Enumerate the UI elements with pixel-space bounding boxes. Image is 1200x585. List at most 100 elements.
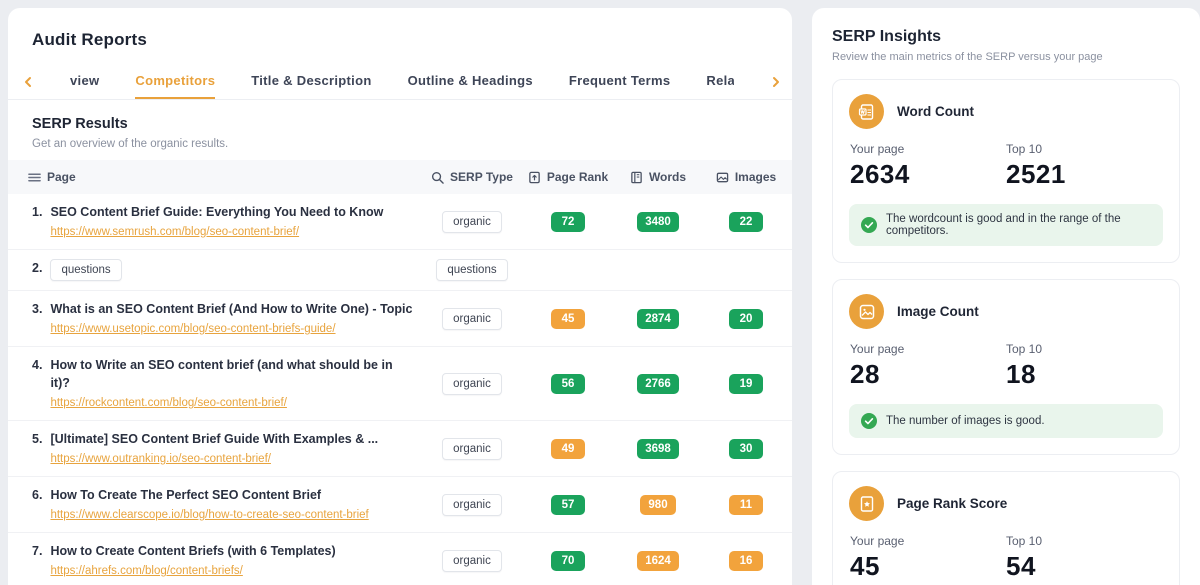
page-cell: 1. SEO Content Brief Guide: Everything Y… [8, 194, 424, 249]
top10-value: 18 [1006, 359, 1162, 390]
book-icon [630, 171, 643, 184]
result-title[interactable]: How to Write an SEO content brief (and w… [50, 358, 392, 390]
serp-table-body: 1. SEO Content Brief Guide: Everything Y… [8, 194, 792, 585]
page-cell-content: [Ultimate] SEO Content Brief Guide With … [50, 430, 378, 467]
images-badge: 11 [729, 495, 763, 515]
images-badge: 22 [729, 212, 763, 232]
insight-card-title: Word Count [897, 104, 974, 119]
words-badge: 980 [640, 495, 675, 515]
page-cell: 2. questions [8, 250, 424, 290]
status-notice-text: The wordcount is good and in the range o… [886, 213, 1151, 237]
top10-value: 54 [1006, 551, 1162, 582]
images-badge: 20 [729, 309, 763, 329]
page-cell-content: How to Write an SEO content brief (and w… [50, 356, 414, 411]
column-header-page-rank[interactable]: Page Rank [520, 170, 616, 184]
table-row: 2. questions questions [8, 250, 792, 291]
result-url-link[interactable]: https://www.clearscope.io/blog/how-to-cr… [50, 509, 368, 521]
serp-type-chip: organic [442, 308, 502, 330]
panel-title: Audit Reports [8, 8, 792, 64]
result-url-link[interactable]: https://www.semrush.com/blog/seo-content… [50, 226, 299, 238]
tab-view[interactable]: view [70, 64, 99, 99]
status-notice-text: The number of images is good. [886, 415, 1045, 427]
result-title[interactable]: How to Create Content Briefs (with 6 Tem… [50, 544, 335, 558]
your-page-value: 28 [850, 359, 1006, 390]
page-cell: 4. How to Write an SEO content brief (an… [8, 347, 424, 420]
your-page-label: Your page [850, 142, 1006, 156]
result-title[interactable]: How To Create The Perfect SEO Content Br… [50, 488, 321, 502]
status-notice: The wordcount is good and in the range o… [849, 204, 1163, 246]
result-title[interactable]: SEO Content Brief Guide: Everything You … [50, 205, 383, 219]
table-row: 7. How to Create Content Briefs (with 6 … [8, 533, 792, 585]
page: Audit Reports view Competitors Title & Des… [0, 0, 1200, 585]
section-title: SERP Results [32, 116, 768, 132]
words-badge: 3480 [637, 212, 679, 232]
serp-type-chip: organic [442, 494, 502, 516]
insight-card: Word Count Your page 2634 Top 10 2521 Th… [832, 79, 1180, 263]
tabs-scroll-right-icon[interactable] [770, 64, 782, 99]
your-page-label: Your page [850, 534, 1006, 548]
insights-subtitle: Review the main metrics of the SERP vers… [832, 51, 1180, 63]
column-header-words[interactable]: Words [616, 170, 700, 184]
page-rank-badge: 56 [551, 374, 585, 394]
serp-insights-panel: SERP Insights Review the main metrics of… [812, 8, 1200, 585]
result-url-link[interactable]: https://rockcontent.com/blog/seo-content… [50, 397, 287, 409]
table-row: 3. What is an SEO Content Brief (And How… [8, 291, 792, 347]
result-title[interactable]: What is an SEO Content Brief (And How to… [50, 302, 412, 316]
table-row: 6. How To Create The Perfect SEO Content… [8, 477, 792, 533]
rows-icon [28, 171, 41, 184]
insights-title: SERP Insights [832, 28, 1180, 46]
result-url-link[interactable]: https://www.outranking.io/seo-content-br… [50, 453, 271, 465]
tab-related-searches-pa[interactable]: Related Searches & PA [706, 64, 734, 99]
image-count-icon [858, 303, 876, 321]
row-number: 5. [32, 430, 42, 447]
top10-label: Top 10 [1006, 142, 1162, 156]
serp-results-header: SERP Results Get an overview of the orga… [8, 100, 792, 160]
page-rank-badge: 57 [551, 495, 585, 515]
tabs-scroll-left-icon[interactable] [22, 64, 34, 99]
row-number: 6. [32, 486, 42, 503]
page-star-icon [858, 495, 876, 513]
your-page-label: Your page [850, 342, 1006, 356]
column-header-images[interactable]: Images [700, 170, 792, 184]
page-cell: 7. How to Create Content Briefs (with 6 … [8, 533, 424, 585]
words-badge: 2874 [637, 309, 679, 329]
your-page-value: 45 [850, 551, 1006, 582]
serp-type-chip: questions [436, 259, 507, 281]
page-rank-badge: 70 [551, 551, 585, 571]
audit-reports-panel: Audit Reports view Competitors Title & Des… [8, 8, 792, 585]
words-badge: 2766 [637, 374, 679, 394]
insight-card: Page Rank Score Your page 45 Top 10 54 T… [832, 471, 1180, 585]
table-row: 1. SEO Content Brief Guide: Everything Y… [8, 194, 792, 250]
result-url-link[interactable]: https://www.usetopic.com/blog/seo-conten… [50, 323, 335, 335]
table-row: 4. How to Write an SEO content brief (an… [8, 347, 792, 421]
images-badge: 30 [729, 439, 763, 459]
column-header-serp-type[interactable]: SERP Type [424, 170, 520, 184]
result-title[interactable]: [Ultimate] SEO Content Brief Guide With … [50, 432, 378, 446]
page-cell: 6. How To Create The Perfect SEO Content… [8, 477, 424, 532]
page-cell-content: How To Create The Perfect SEO Content Br… [50, 486, 368, 523]
serp-type-chip: organic [442, 373, 502, 395]
tab-competitors[interactable]: Competitors [135, 64, 215, 99]
tab-frequent-terms[interactable]: Frequent Terms [569, 64, 670, 99]
table-row: 5. [Ultimate] SEO Content Brief Guide Wi… [8, 421, 792, 477]
result-url-link[interactable]: https://ahrefs.com/blog/content-briefs/ [50, 565, 242, 577]
page-cell-content: What is an SEO Content Brief (And How to… [50, 300, 412, 337]
serp-type-chip: organic [442, 438, 502, 460]
images-badge: 16 [729, 551, 763, 571]
serp-type-chip: organic [442, 550, 502, 572]
top10-value: 2521 [1006, 159, 1162, 190]
tab-outline-headings[interactable]: Outline & Headings [408, 64, 533, 99]
insight-card: Image Count Your page 28 Top 10 18 The n… [832, 279, 1180, 455]
words-badge: 3698 [637, 439, 679, 459]
page-cell: 3. What is an SEO Content Brief (And How… [8, 291, 424, 346]
table-header: Page SERP Type Page Rank Words Images [8, 160, 792, 194]
words-badge: 1624 [637, 551, 679, 571]
tab-title-description[interactable]: Title & Description [251, 64, 371, 99]
status-notice: The number of images is good. [849, 404, 1163, 438]
column-header-page[interactable]: Page [8, 170, 424, 184]
page-cell-content: questions [50, 259, 121, 281]
page-rank-badge: 72 [551, 212, 585, 232]
page-rank-badge: 45 [551, 309, 585, 329]
row-number: 1. [32, 203, 42, 220]
top10-label: Top 10 [1006, 534, 1162, 548]
